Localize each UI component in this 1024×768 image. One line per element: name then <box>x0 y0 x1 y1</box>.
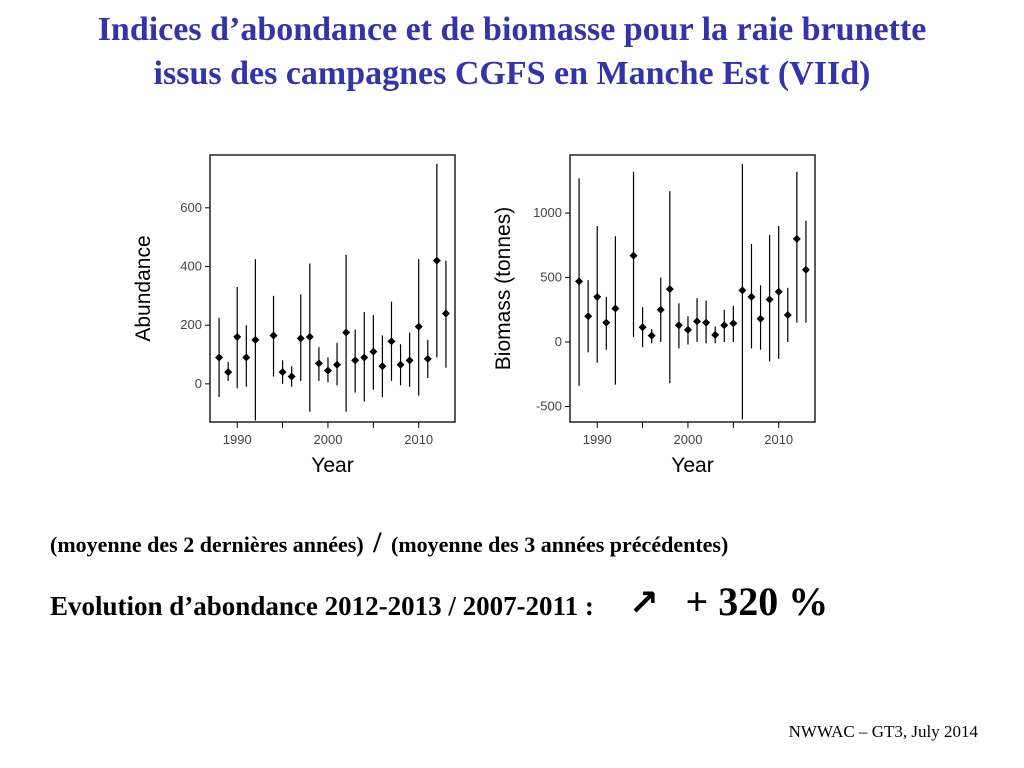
y-tick-label: -500 <box>536 399 562 414</box>
x-tick-label: 2010 <box>764 432 793 447</box>
data-point <box>602 318 611 327</box>
data-point <box>224 368 233 377</box>
data-point <box>314 359 323 368</box>
data-point <box>369 347 378 356</box>
data-point <box>747 292 756 301</box>
data-point <box>656 305 665 314</box>
data-point <box>278 368 287 377</box>
y-tick-label: 500 <box>540 270 562 285</box>
data-point <box>342 328 351 337</box>
evolution-label: Evolution d’abondance 2012-2013 / 2007-2… <box>50 591 594 621</box>
plot-frame <box>209 154 456 423</box>
data-point <box>638 323 647 332</box>
abundance-chart: 0 200 400 600 1990 2000 2010 Year Abundance <box>132 154 456 477</box>
x-tick-label: 1990 <box>223 432 252 447</box>
slide-title: Indices d’abondance et de biomasse pour … <box>0 8 1024 96</box>
data-point <box>251 335 260 344</box>
footer-credit: NWWAC – GT3, July 2014 <box>788 722 978 741</box>
data-point <box>584 312 593 321</box>
y-tick-label: 400 <box>180 258 202 273</box>
data-point <box>296 334 305 343</box>
data-point <box>423 354 432 363</box>
data-point <box>711 330 720 339</box>
data-point <box>414 322 423 331</box>
data-point <box>387 337 396 346</box>
formula-slash: / <box>373 526 382 559</box>
x-axis-title: Year <box>671 454 713 477</box>
x-tick-label: 2000 <box>314 432 343 447</box>
formula-numerator: (moyenne des 2 dernières années) <box>50 532 364 557</box>
ratio-formula: (moyenne des 2 dernières années) / (moye… <box>50 526 728 560</box>
data-point <box>674 321 683 330</box>
data-point <box>287 372 296 381</box>
plot-frame <box>569 154 816 423</box>
data-point <box>323 366 332 375</box>
data-point <box>432 256 441 265</box>
title-line-1: Indices d’abondance et de biomasse pour … <box>97 11 927 48</box>
y-tick-label: 0 <box>195 376 202 391</box>
data-point <box>611 304 620 313</box>
data-point <box>774 287 783 296</box>
x-axis-title: Year <box>311 454 353 477</box>
data-point <box>360 353 369 362</box>
data-point <box>242 353 251 362</box>
data-point <box>683 325 692 334</box>
x-tick-label: 1990 <box>583 432 612 447</box>
biomass-chart: -500 0 500 1000 1990 2000 2010 Year Biomass (ton… <box>492 154 816 477</box>
evolution-statement: Evolution d’abondance 2012-2013 / 2007-2… <box>50 578 828 625</box>
data-point <box>720 321 729 330</box>
data-point <box>756 314 765 323</box>
y-tick-label: 600 <box>180 200 202 215</box>
data-point <box>729 319 738 328</box>
data-point <box>665 285 674 294</box>
data-point <box>765 295 774 304</box>
data-point <box>269 331 278 340</box>
data-point <box>593 292 602 301</box>
y-tick-label: 200 <box>180 317 202 332</box>
data-point <box>396 360 405 369</box>
data-point <box>215 353 224 362</box>
y-tick-label: 1000 <box>533 205 562 220</box>
data-point <box>702 318 711 327</box>
y-axis-title: Abundance <box>132 235 155 341</box>
data-point <box>738 286 747 295</box>
data-point <box>575 277 584 286</box>
data-point <box>405 356 414 365</box>
data-point <box>792 234 801 243</box>
data-point <box>647 331 656 340</box>
data-point <box>801 265 810 274</box>
data-point <box>351 356 360 365</box>
data-point <box>233 332 242 341</box>
formula-denominator: (moyenne des 3 années précédentes) <box>391 532 729 557</box>
title-line-2: issus des campagnes CGFS en Manche Est (… <box>153 55 871 92</box>
y-axis-title: Biomass (tonnes) <box>492 207 515 370</box>
data-point <box>441 309 450 318</box>
trend-up-arrow-icon: ↗ <box>628 583 659 624</box>
data-point <box>378 362 387 371</box>
x-tick-label: 2010 <box>404 432 433 447</box>
x-tick-label: 2000 <box>674 432 703 447</box>
data-point <box>783 310 792 319</box>
data-point <box>693 317 702 326</box>
y-tick-label: 0 <box>555 334 562 349</box>
data-point <box>333 360 342 369</box>
data-point <box>305 332 314 341</box>
data-point <box>629 251 638 260</box>
evolution-value: + 320 % <box>685 579 829 624</box>
